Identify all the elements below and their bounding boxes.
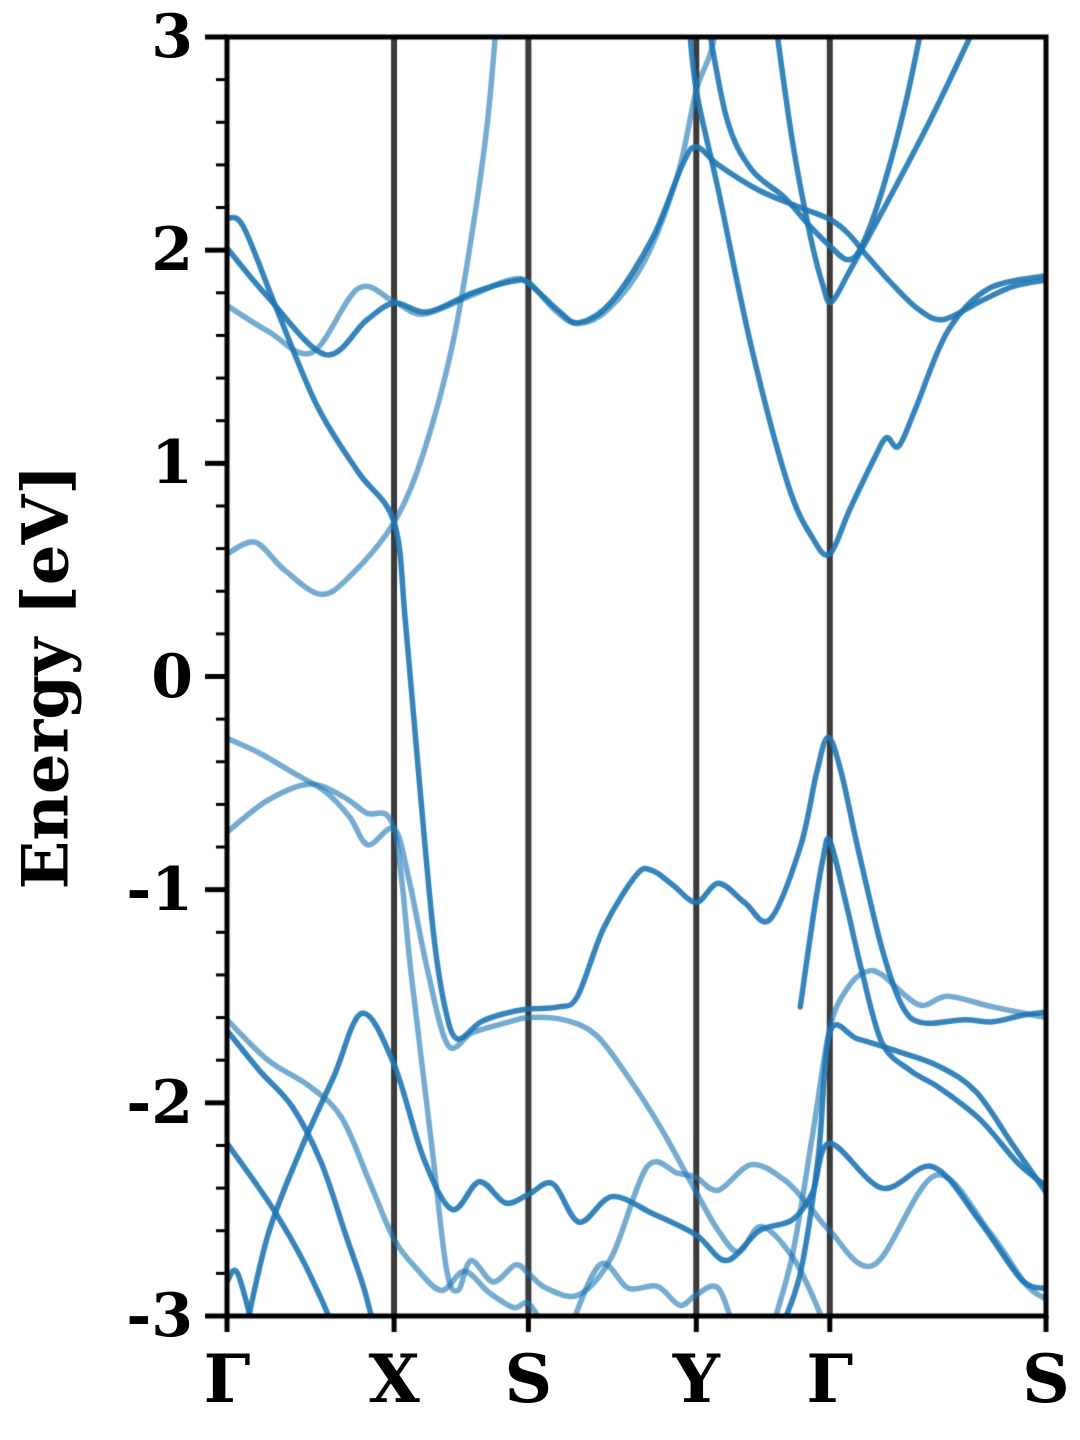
x-tick-label: S xyxy=(1022,1340,1070,1418)
x-tick-label: Γ xyxy=(203,1340,251,1418)
x-tick-label: Γ xyxy=(806,1340,854,1418)
y-tick-label: -1 xyxy=(126,854,193,925)
y-tick-label: 3 xyxy=(151,2,193,72)
x-tick-label: Y xyxy=(672,1340,720,1418)
y-tick-label: 1 xyxy=(151,428,193,499)
x-tick-label: S xyxy=(504,1340,553,1418)
x-tick-label: X xyxy=(368,1340,420,1418)
y-tick-label: -3 xyxy=(126,1281,193,1351)
y-tick-label: 0 xyxy=(151,641,193,712)
y-tick-label: 2 xyxy=(151,215,193,286)
y-tick-label: -2 xyxy=(126,1067,193,1138)
